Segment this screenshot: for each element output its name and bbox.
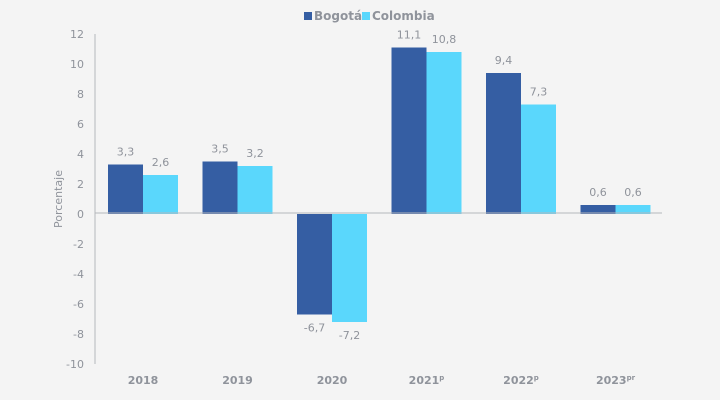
data-label: 0,6 <box>589 186 607 199</box>
data-label: 3,5 <box>211 143 229 156</box>
x-tick-year: 2020 <box>317 374 348 387</box>
x-tick-year: 2023 <box>596 374 627 387</box>
y-tick-label: -4 <box>73 268 84 281</box>
bar-bogot-2019 <box>202 161 238 214</box>
x-tick-label: 2019 <box>222 374 253 387</box>
y-axis-ticks: 12 10 8 6 4 2 0 -2 -4 -6 -8 -10 <box>66 28 84 371</box>
legend-label: Bogotá <box>314 9 362 23</box>
y-tick-label: 4 <box>77 148 84 161</box>
data-label: -6,7 <box>304 322 325 335</box>
x-tick-year: 2018 <box>128 374 159 387</box>
x-tick-year: 2019 <box>222 374 253 387</box>
x-tick-label: 2021p <box>409 374 445 387</box>
x-tick-year: 2022 <box>503 374 534 387</box>
x-tick-superscript: p <box>439 374 444 382</box>
legend-item-colombia: Colombia <box>362 9 435 23</box>
data-label: 11,1 <box>397 29 422 42</box>
bar-bogot-2021 <box>391 47 427 214</box>
y-tick-label: 10 <box>70 58 84 71</box>
y-tick-label: 12 <box>70 28 84 41</box>
x-tick-superscript: pr <box>627 374 636 382</box>
legend-swatch <box>304 12 312 20</box>
x-tick-year: 2021 <box>409 374 440 387</box>
x-tick-label: 2018 <box>128 374 159 387</box>
data-label: 7,3 <box>530 86 548 99</box>
y-tick-label: 8 <box>77 88 84 101</box>
x-tick-label: 2022p <box>503 374 539 387</box>
y-tick-label: -6 <box>73 298 84 311</box>
data-label: 3,2 <box>246 147 264 160</box>
bar-colombia-2018 <box>143 175 178 214</box>
bar-bogot-2023 <box>580 205 616 214</box>
bar-colombia-2021 <box>426 52 462 214</box>
y-tick-label: 2 <box>77 178 84 191</box>
x-tick-superscript: p <box>534 374 539 382</box>
y-tick-label: 0 <box>77 208 84 221</box>
legend: Bogotá Colombia <box>304 9 435 23</box>
y-tick-label: -2 <box>73 238 84 251</box>
bar-colombia-2020 <box>332 214 367 322</box>
bar-bogot-2022 <box>486 73 521 214</box>
data-label: 9,4 <box>495 54 513 67</box>
y-axis-label: Porcentaje <box>52 170 65 228</box>
bar-bogot-2018 <box>108 164 143 214</box>
x-axis-ticks: 2018 2019 2020 2021p 2022p 2023pr <box>128 374 636 387</box>
x-tick-label: 2020 <box>317 374 348 387</box>
x-tick-label: 2023pr <box>596 374 636 387</box>
bar-bogot-2020 <box>297 214 332 315</box>
y-tick-label: -8 <box>73 328 84 341</box>
bar-colombia-2019 <box>237 166 273 214</box>
bar-colombia-2022 <box>521 104 556 214</box>
legend-swatch <box>362 12 370 20</box>
data-label: 3,3 <box>117 146 135 159</box>
legend-item-bogot: Bogotá <box>304 9 362 23</box>
bars <box>108 47 651 322</box>
legend-label: Colombia <box>372 9 435 23</box>
data-label: 0,6 <box>624 186 642 199</box>
bar-colombia-2023 <box>615 205 651 214</box>
y-tick-label: 6 <box>77 118 84 131</box>
data-label: 2,6 <box>152 156 170 169</box>
data-labels: 3,3 2,6 3,5 3,2 -6,7 -7,2 11,1 10,8 9,4 7,3 0,6 0,6 <box>117 29 642 343</box>
data-label: 10,8 <box>432 33 457 46</box>
y-tick-label: -10 <box>66 358 84 371</box>
data-label: -7,2 <box>339 329 360 342</box>
